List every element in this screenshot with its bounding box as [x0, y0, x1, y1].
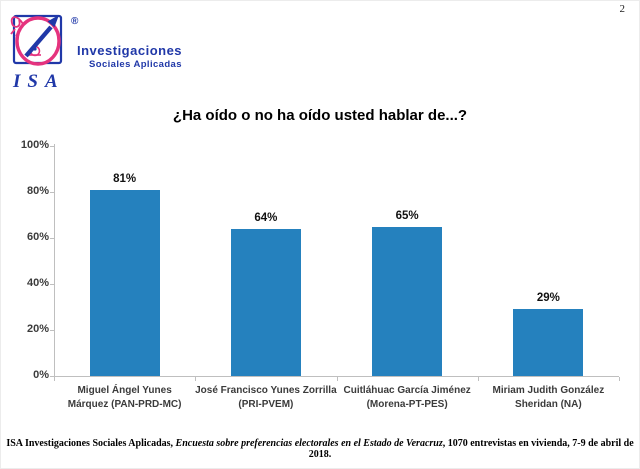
page-number: 2	[619, 3, 626, 15]
footnote-part1: ISA Investigaciones Sociales Aplicadas,	[6, 438, 176, 449]
bar-value-label: 81%	[113, 172, 137, 185]
y-axis-tick	[50, 376, 54, 377]
y-axis-tick	[50, 238, 54, 239]
category-label: José Francisco Yunes Zorrilla (PRI-PVEM)	[195, 385, 337, 410]
footnote-survey-name: Encuesta sobre preferencias electorales …	[175, 438, 443, 449]
x-axis-tick	[54, 377, 55, 381]
footnote-part3: , 1070 entrevistas en vivienda, 7-9 de a…	[308, 438, 634, 460]
x-axis-tick	[336, 377, 338, 381]
y-axis-tick-label: 0%	[33, 369, 49, 381]
bar	[89, 189, 160, 376]
bar	[230, 228, 301, 376]
y-axis-line	[54, 144, 55, 377]
x-axis-line	[50, 376, 619, 377]
registered-trademark-icon: ®	[71, 16, 79, 27]
y-axis-tick-label: 80%	[26, 185, 49, 197]
bar-value-label: 64%	[254, 211, 278, 224]
y-axis-tick-label: 40%	[26, 277, 49, 289]
x-axis-tick	[195, 377, 197, 381]
y-axis-tick-label: 20%	[26, 323, 49, 335]
y-axis-tick	[50, 146, 54, 147]
logo-acronym: ISA	[12, 71, 65, 92]
y-axis-tick-label: 100%	[20, 139, 49, 151]
bar	[513, 309, 584, 376]
x-axis-tick	[477, 377, 479, 381]
y-axis-tick	[50, 330, 54, 331]
category-label: Miguel Ángel Yunes Márquez (PAN-PRD-MC)	[67, 385, 182, 410]
y-axis-tick-label: 60%	[26, 231, 49, 243]
bar	[372, 226, 443, 376]
category-label: Miriam Judith González Sheridan (NA)	[492, 385, 605, 410]
isa-logo: ISA ® Investigaciones Sociales Aplicadas	[9, 7, 209, 97]
isa-logo-icon: ISA	[10, 14, 65, 92]
bar-value-label: 65%	[395, 209, 419, 222]
x-axis-tick	[619, 377, 620, 381]
chart-title: ¿Ha oído o no ha oído usted hablar de...…	[172, 107, 468, 124]
category-label: Cuitláhuac García Jiménez (Morena-PT-PES…	[343, 385, 471, 410]
logo-wordmark-line2: Sociales Aplicadas	[89, 59, 182, 70]
source-footnote: ISA Investigaciones Sociales Aplicadas, …	[1, 438, 639, 460]
bar-value-label: 29%	[536, 292, 560, 305]
logo-wordmark-line1: Investigaciones	[77, 43, 183, 58]
y-axis-tick	[50, 284, 54, 285]
y-axis-tick	[50, 192, 54, 193]
